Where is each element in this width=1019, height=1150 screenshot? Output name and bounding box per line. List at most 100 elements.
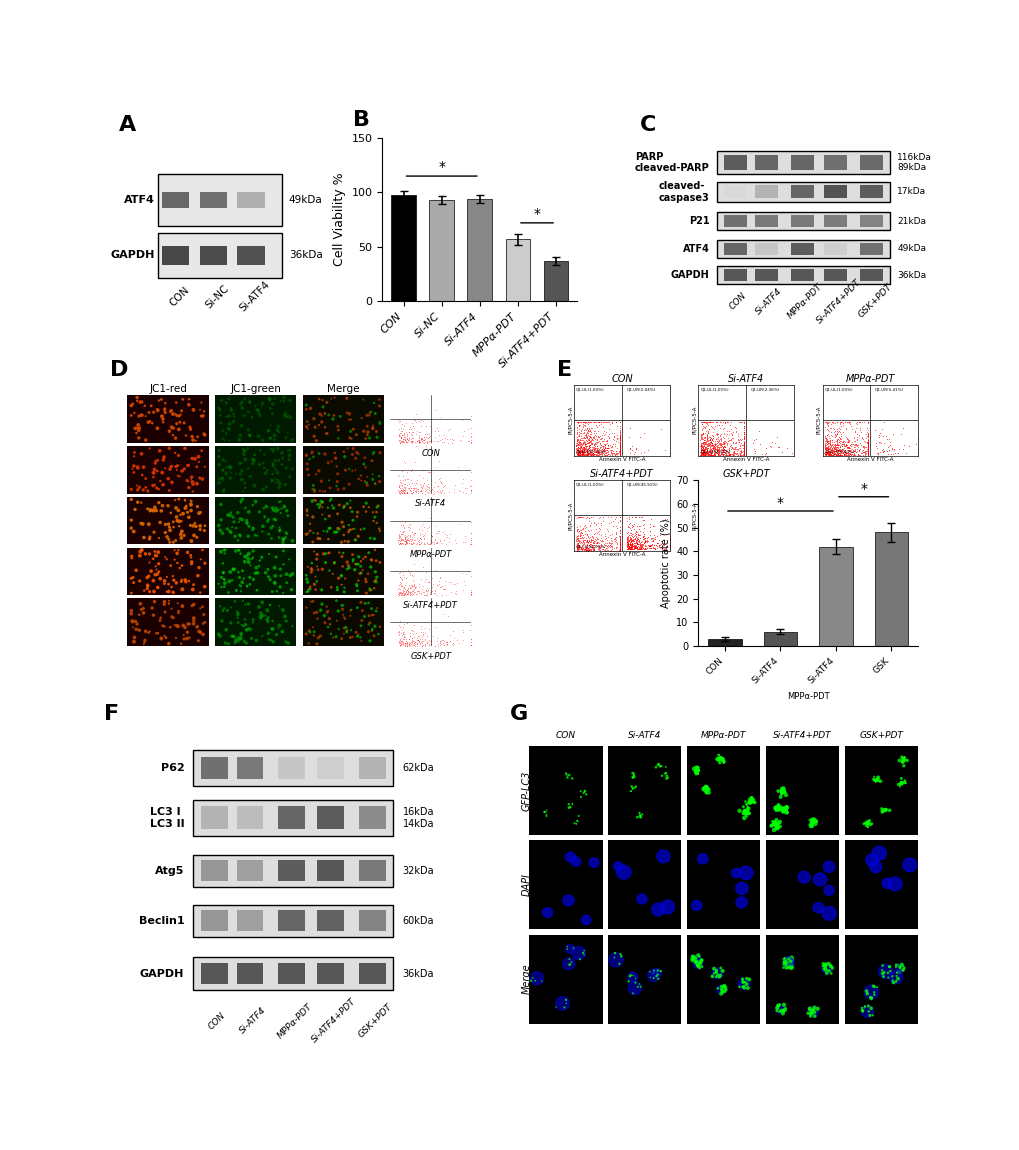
Point: [732, 413, 748, 431]
Point: [572, 439, 588, 458]
Point: [622, 531, 638, 550]
Point: [692, 442, 708, 460]
Point: [418, 569, 434, 588]
Point: [598, 520, 614, 538]
Point: [736, 538, 752, 557]
Point: [693, 443, 709, 461]
Point: [611, 443, 628, 461]
Point: [783, 537, 799, 555]
Point: [133, 600, 150, 619]
Point: [639, 538, 655, 557]
Point: [581, 444, 597, 462]
Point: [594, 440, 610, 459]
Point: [276, 529, 292, 547]
Point: [397, 531, 414, 550]
Point: [747, 534, 763, 552]
Point: [309, 573, 325, 591]
Point: [773, 782, 790, 800]
Point: [723, 540, 740, 559]
Point: [580, 423, 596, 442]
Point: [224, 508, 240, 527]
Point: [400, 635, 417, 653]
Point: [628, 529, 644, 547]
Point: [701, 539, 717, 558]
Point: [238, 621, 255, 639]
Point: [698, 440, 714, 459]
Point: [406, 636, 422, 654]
Point: [394, 531, 411, 550]
Point: [576, 439, 592, 458]
Point: [593, 529, 609, 547]
Point: [696, 542, 712, 560]
Point: [635, 538, 651, 557]
Point: [430, 422, 446, 440]
Point: [392, 535, 409, 553]
Point: [694, 439, 710, 458]
Point: [395, 634, 412, 652]
Point: [298, 566, 314, 584]
Point: [398, 635, 415, 653]
Point: [590, 439, 606, 458]
Point: [569, 535, 585, 553]
Point: [600, 424, 616, 443]
Point: [854, 446, 870, 465]
Point: [822, 437, 839, 455]
Point: [736, 435, 752, 453]
Point: [699, 434, 715, 452]
Point: [578, 431, 594, 450]
Point: [427, 582, 443, 600]
Point: [894, 419, 910, 437]
Point: [422, 417, 438, 436]
Bar: [790, 185, 813, 198]
Point: [863, 814, 879, 833]
Point: [785, 538, 801, 557]
Point: [816, 438, 833, 457]
Text: Q1-UL(1.00%): Q1-UL(1.00%): [823, 388, 852, 391]
Point: [714, 443, 731, 461]
Point: [694, 435, 710, 453]
Point: [611, 437, 628, 455]
Polygon shape: [613, 861, 623, 871]
Point: [762, 538, 779, 557]
Point: [575, 445, 591, 463]
Point: [396, 532, 413, 551]
Point: [747, 539, 763, 558]
Point: [124, 612, 141, 630]
Point: [569, 431, 585, 450]
Point: [611, 542, 628, 560]
Point: [575, 438, 591, 457]
Point: [859, 430, 875, 449]
Point: [599, 444, 615, 462]
Point: [413, 432, 429, 451]
Point: [588, 442, 604, 460]
Point: [693, 420, 709, 438]
Point: [163, 457, 179, 475]
Point: [578, 526, 594, 544]
Point: [803, 812, 819, 830]
Point: [147, 454, 163, 473]
Point: [611, 537, 628, 555]
Point: [598, 534, 614, 552]
Point: [574, 440, 590, 459]
Point: [859, 426, 875, 444]
Point: [579, 440, 595, 459]
Point: [702, 445, 718, 463]
Point: [390, 632, 407, 651]
Point: [433, 576, 449, 595]
Point: [272, 391, 288, 409]
Point: [859, 815, 875, 834]
Point: [326, 444, 342, 462]
Point: [736, 440, 752, 459]
Point: [734, 973, 750, 991]
Point: [709, 532, 726, 551]
Point: [736, 542, 752, 560]
Point: [697, 540, 713, 559]
Point: [838, 436, 854, 454]
Point: [611, 430, 628, 449]
Point: [694, 534, 710, 552]
Point: [694, 520, 710, 538]
Text: Si-ATF4+PDT: Si-ATF4+PDT: [814, 277, 862, 325]
Point: [182, 615, 199, 634]
Point: [302, 450, 318, 468]
Point: [626, 537, 642, 555]
